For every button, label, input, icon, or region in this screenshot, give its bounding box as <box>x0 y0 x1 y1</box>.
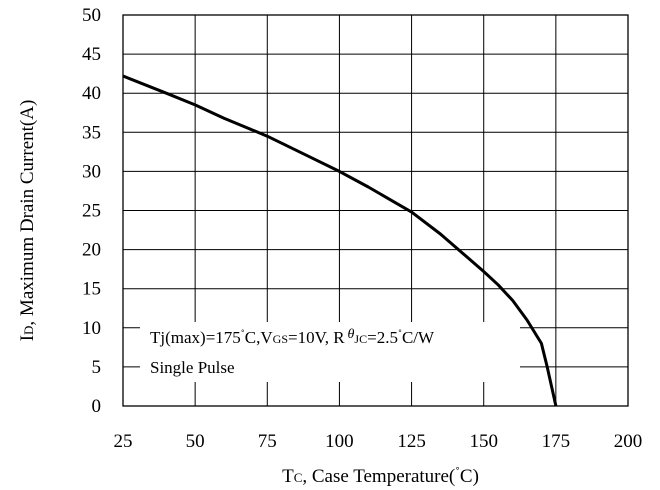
y-tick-label: 20 <box>82 240 101 261</box>
grid-lines <box>123 15 628 406</box>
y-tick-label: 5 <box>92 357 102 378</box>
annotation-background <box>140 322 520 382</box>
y-tick-label: 25 <box>82 201 101 222</box>
x-tick-label: 75 <box>258 431 277 452</box>
plot-frame <box>122 14 629 407</box>
y-tick-label: 35 <box>82 122 101 143</box>
x-tick-label: 175 <box>542 431 571 452</box>
annotation-single-pulse: Single Pulse <box>150 358 235 377</box>
y-tick-label: 0 <box>92 396 102 417</box>
y-tick-label: 30 <box>82 161 101 182</box>
y-tick-label: 45 <box>82 44 101 65</box>
x-tick-label: 25 <box>114 431 133 452</box>
y-tick-label: 10 <box>82 318 101 339</box>
x-tick-label: 150 <box>469 431 498 452</box>
x-tick-label: 50 <box>186 431 205 452</box>
y-tick-label: 40 <box>82 83 101 104</box>
series-line-max-drain-current <box>122 74 558 407</box>
y-tick-labels: 0 5 10 15 20 25 30 35 40 45 50 <box>82 5 101 417</box>
y-tick-label: 15 <box>82 279 101 300</box>
x-tick-labels: 25 50 75 100 125 150 175 200 <box>114 431 643 452</box>
x-tick-label: 200 <box>614 431 643 452</box>
x-tick-label: 125 <box>397 431 426 452</box>
x-tick-label: 100 <box>325 431 354 452</box>
y-tick-label: 50 <box>82 5 101 26</box>
x-axis-label: TC, Case Temperature(˚C) <box>282 466 479 487</box>
y-axis-label: ID, Maximum Drain Current(A) <box>17 100 38 342</box>
